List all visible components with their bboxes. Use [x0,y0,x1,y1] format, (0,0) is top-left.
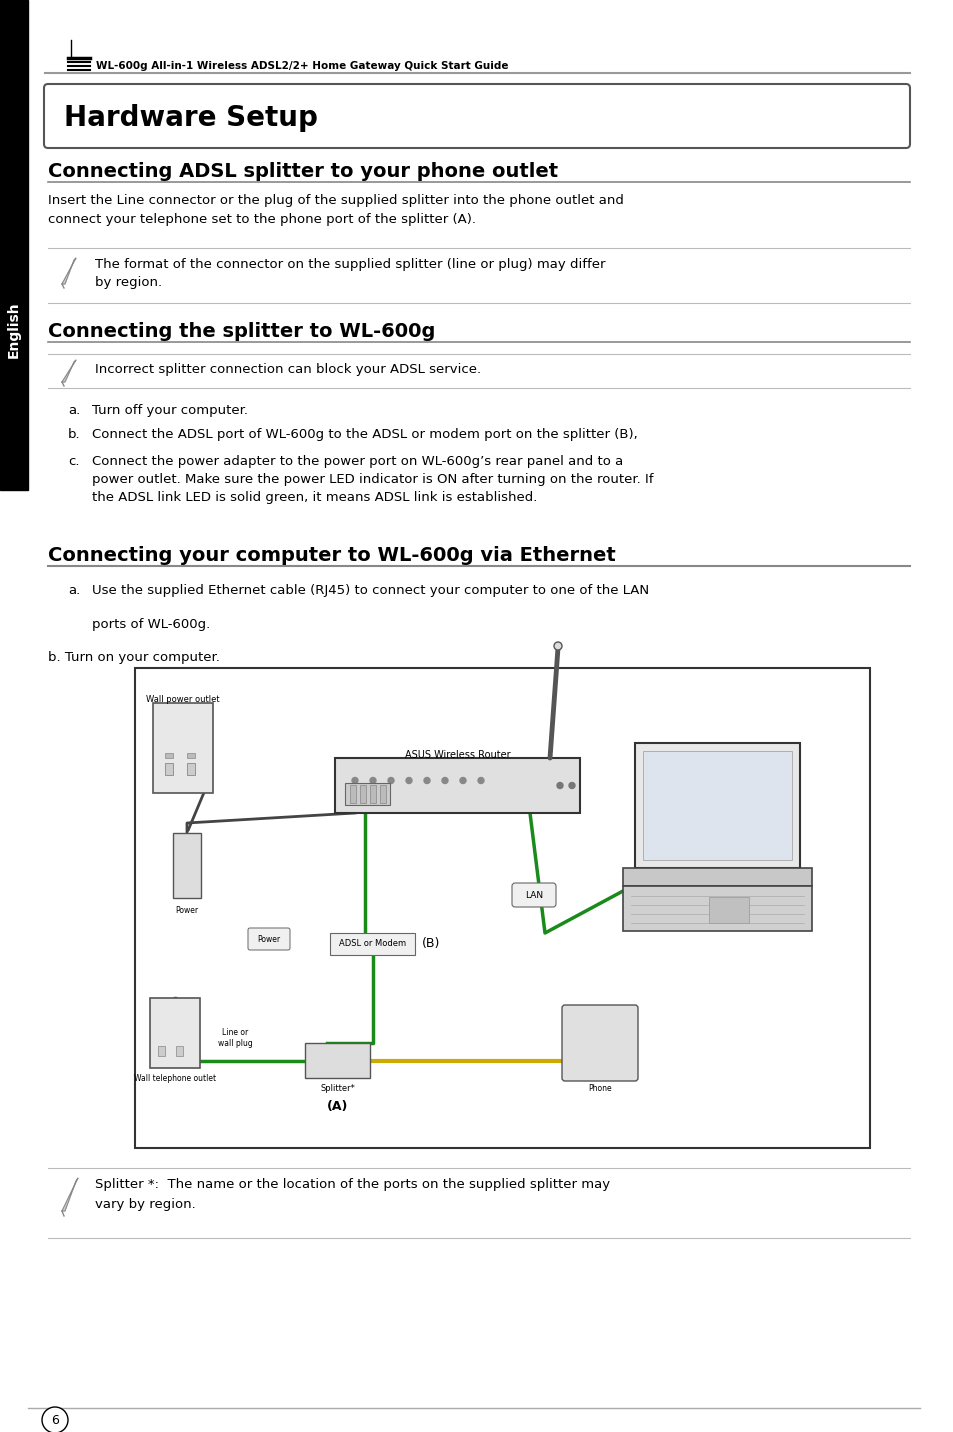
Text: Incorrect splitter connection can block your ADSL service.: Incorrect splitter connection can block … [95,362,480,377]
Text: Wall power outlet: Wall power outlet [146,695,219,705]
Bar [187,763,194,775]
Bar [165,753,172,758]
Circle shape [388,778,394,783]
Bar [0,0,28,1432]
Text: Connecting your computer to WL-600g via Ethernet: Connecting your computer to WL-600g via … [48,546,615,566]
Bar [152,703,213,793]
Circle shape [477,778,483,783]
Text: Power: Power [175,906,198,915]
Bar [709,896,749,924]
Text: ADSL or Modem: ADSL or Modem [338,939,406,948]
Circle shape [370,778,375,783]
Bar [350,785,355,803]
Bar [187,753,194,758]
Circle shape [423,778,430,783]
Text: Connect the ADSL port of WL-600g to the ADSL or modem port on the splitter (B),: Connect the ADSL port of WL-600g to the … [91,428,638,441]
Text: LAN: LAN [524,891,542,899]
Polygon shape [62,359,76,382]
Bar [642,750,791,861]
Text: 6: 6 [51,1413,59,1426]
FancyBboxPatch shape [512,884,556,906]
Text: b.: b. [68,428,81,441]
Text: Splitter *:  The name or the location of the ports on the supplied splitter may
: Splitter *: The name or the location of … [95,1179,610,1211]
Text: b. Turn on your computer.: b. Turn on your computer. [48,652,219,664]
Text: Insert the Line connector or the plug of the supplied splitter into the phone ou: Insert the Line connector or the plug of… [48,193,623,225]
Text: Power: Power [257,935,280,944]
Text: (A): (A) [327,1100,348,1113]
Polygon shape [62,258,76,284]
Bar [345,783,390,805]
Text: (B): (B) [421,938,439,951]
Text: a.: a. [68,584,80,597]
Polygon shape [62,1179,78,1211]
Bar [335,758,579,813]
Bar [165,763,172,775]
Text: WL-600g All-in-1 Wireless ADSL2/2+ Home Gateway Quick Start Guide: WL-600g All-in-1 Wireless ADSL2/2+ Home … [96,62,508,72]
FancyBboxPatch shape [248,928,290,949]
Bar [635,743,800,868]
Text: ASUS Wireless Router: ASUS Wireless Router [404,750,510,760]
Bar [175,1045,183,1055]
Text: Phone: Phone [588,1084,611,1093]
Circle shape [352,778,357,783]
Bar [135,667,869,1148]
Text: Connecting ADSL splitter to your phone outlet: Connecting ADSL splitter to your phone o… [48,162,558,180]
Bar [150,998,200,1068]
Text: Wall telephone outlet: Wall telephone outlet [133,1074,215,1083]
Circle shape [557,782,562,789]
FancyBboxPatch shape [561,1005,638,1081]
Bar [359,785,366,803]
Text: The format of the connector on the supplied splitter (line or plug) may differ
b: The format of the connector on the suppl… [95,258,605,289]
Bar [622,868,811,886]
Bar [305,1042,370,1078]
Bar [172,833,201,898]
Bar [370,785,375,803]
Text: Splitter*: Splitter* [319,1084,355,1093]
Bar [158,1045,165,1055]
Bar [622,886,811,931]
FancyBboxPatch shape [44,84,909,147]
Text: ports of WL-600g.: ports of WL-600g. [91,619,210,632]
Bar [330,934,415,955]
Text: Turn off your computer.: Turn off your computer. [91,404,248,417]
Text: c.: c. [68,455,79,468]
Text: Use the supplied Ethernet cable (RJ45) to connect your computer to one of the LA: Use the supplied Ethernet cable (RJ45) t… [91,584,648,597]
Circle shape [568,782,575,789]
Circle shape [441,778,448,783]
Circle shape [554,642,561,650]
Circle shape [459,778,465,783]
Bar [0,0,28,490]
Bar [379,785,386,803]
Text: English: English [7,302,21,358]
Text: Connecting the splitter to WL-600g: Connecting the splitter to WL-600g [48,322,435,341]
Text: Line or
wall plug: Line or wall plug [217,1028,253,1048]
Text: Connect the power adapter to the power port on WL-600g’s rear panel and to a
pow: Connect the power adapter to the power p… [91,455,653,504]
Circle shape [42,1408,68,1432]
Text: Hardware Setup: Hardware Setup [64,105,317,132]
Text: a.: a. [68,404,80,417]
Circle shape [406,778,412,783]
